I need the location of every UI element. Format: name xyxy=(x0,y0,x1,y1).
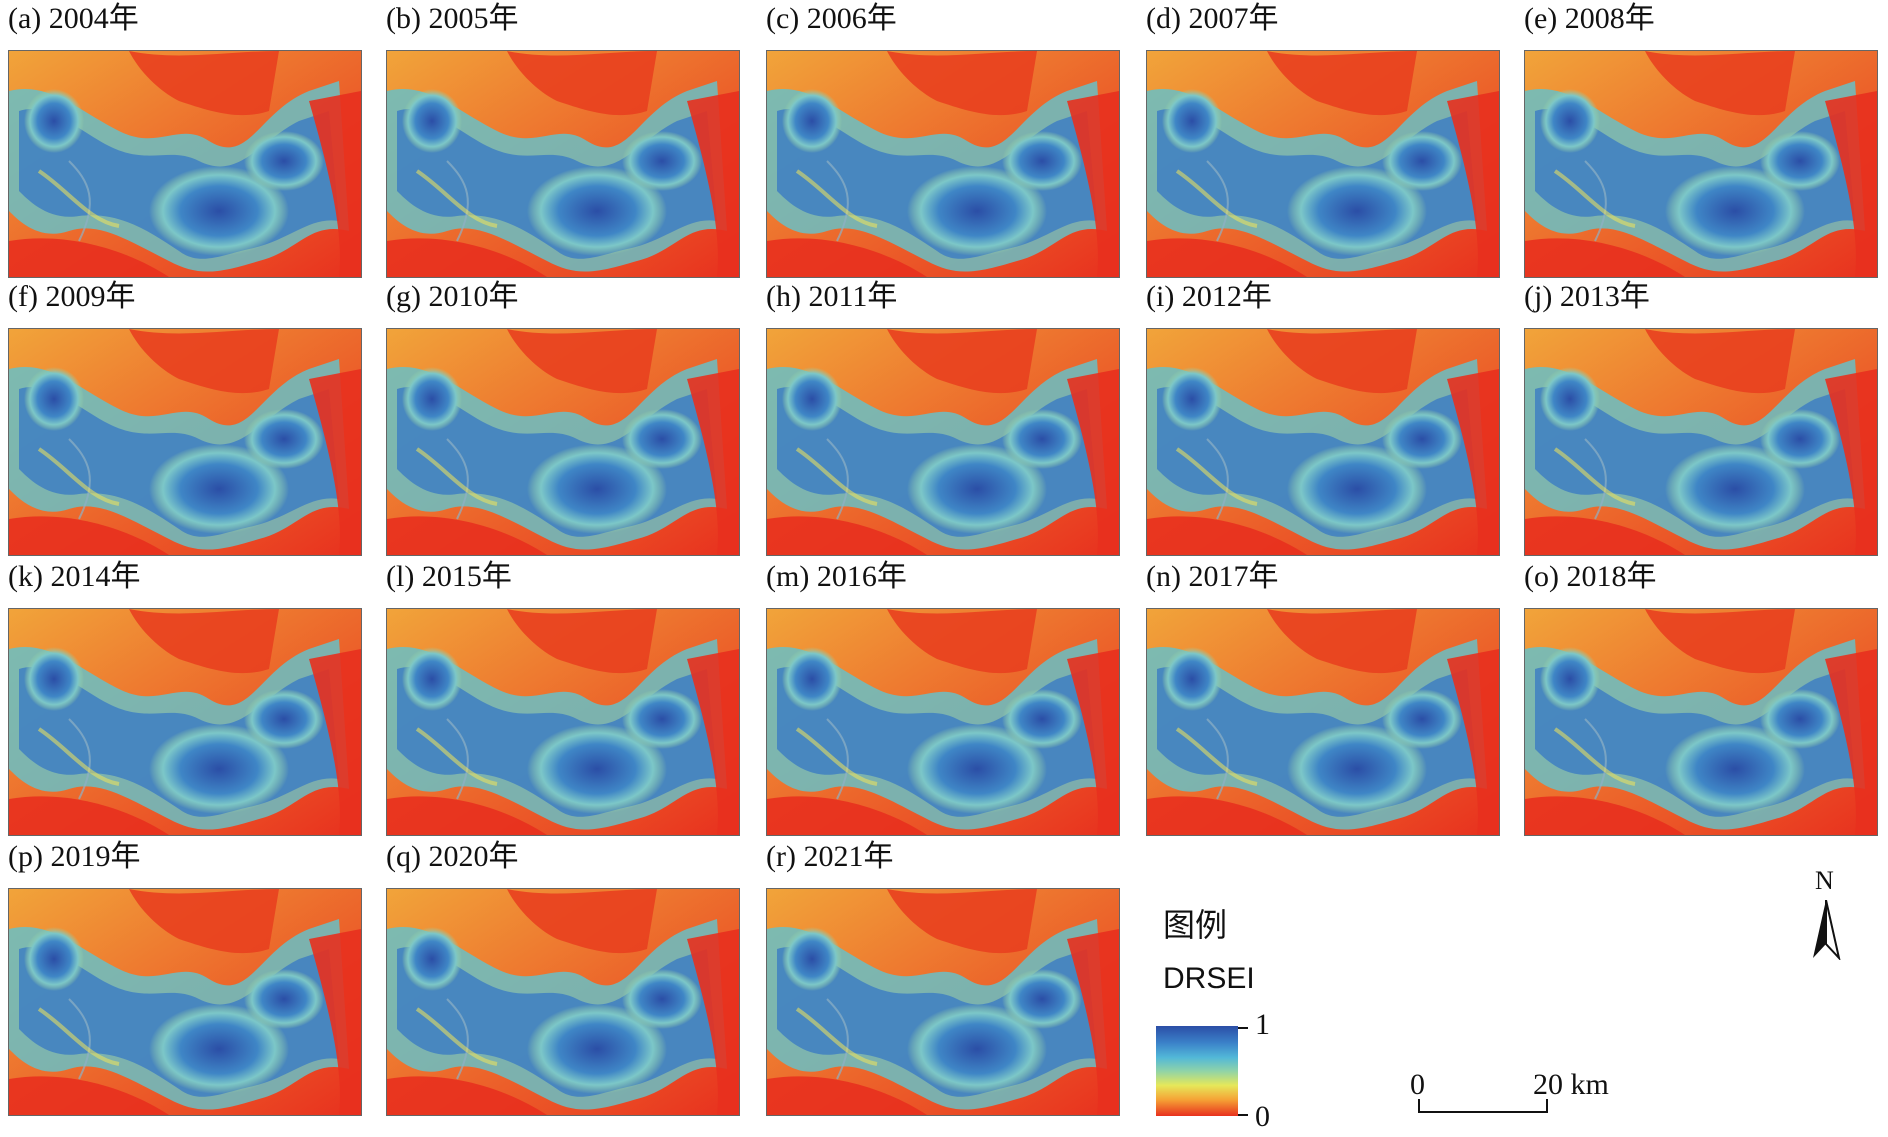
map-panel: (q) 2020年 xyxy=(386,840,740,1116)
drsei-map-image xyxy=(386,608,740,836)
drsei-map-image xyxy=(1524,50,1878,278)
map-panel: (c) 2006年 xyxy=(766,2,1120,278)
drsei-map-image xyxy=(8,608,362,836)
panel-label: (e) 2008年 xyxy=(1524,2,1655,35)
panel-label: (b) 2005年 xyxy=(386,2,519,35)
drsei-map-image xyxy=(8,888,362,1116)
panel-label: (h) 2011年 xyxy=(766,280,898,313)
map-panel: (j) 2013年 xyxy=(1524,280,1878,556)
panel-label: (j) 2013年 xyxy=(1524,280,1650,313)
legend-max-label: 1 xyxy=(1255,1008,1270,1041)
panel-label: (q) 2020年 xyxy=(386,840,519,873)
map-panel: (r) 2021年 xyxy=(766,840,1120,1116)
drsei-map-image xyxy=(766,328,1120,556)
map-panel: (d) 2007年 xyxy=(1146,2,1500,278)
panel-label: (k) 2014年 xyxy=(8,560,141,593)
drsei-map-image xyxy=(8,328,362,556)
panel-label: (i) 2012年 xyxy=(1146,280,1272,313)
panel-label: (d) 2007年 xyxy=(1146,2,1279,35)
map-panel: (k) 2014年 xyxy=(8,560,362,836)
map-panel: (g) 2010年 xyxy=(386,280,740,556)
drsei-map-image xyxy=(1524,328,1878,556)
panel-label: (a) 2004年 xyxy=(8,2,139,35)
panel-label: (p) 2019年 xyxy=(8,840,141,873)
panel-label: (c) 2006年 xyxy=(766,2,897,35)
legend-color-ramp xyxy=(1156,1026,1238,1116)
drsei-map-image xyxy=(386,50,740,278)
map-panel: (n) 2017年 xyxy=(1146,560,1500,836)
scale-bar-start-tick xyxy=(1418,1099,1420,1113)
legend-title: 图例 xyxy=(1163,906,1228,944)
map-panel: (o) 2018年 xyxy=(1524,560,1878,836)
map-panel: (i) 2012年 xyxy=(1146,280,1500,556)
drsei-map-image xyxy=(386,328,740,556)
scale-bar-start-label: 0 xyxy=(1410,1068,1425,1101)
drsei-map-image xyxy=(8,50,362,278)
map-panel: (f) 2009年 xyxy=(8,280,362,556)
panel-label: (g) 2010年 xyxy=(386,280,519,313)
panel-label: (r) 2021年 xyxy=(766,840,894,873)
drsei-map-image xyxy=(386,888,740,1116)
north-arrow-icon xyxy=(1813,900,1841,960)
map-panel: (a) 2004年 xyxy=(8,2,362,278)
legend-min-label: 0 xyxy=(1255,1100,1270,1133)
map-panel: (p) 2019年 xyxy=(8,840,362,1116)
legend-index-name: DRSEI xyxy=(1163,962,1255,995)
map-panel: (b) 2005年 xyxy=(386,2,740,278)
drsei-map-image xyxy=(766,50,1120,278)
panel-label: (o) 2018年 xyxy=(1524,560,1657,593)
drsei-map-image xyxy=(1146,608,1500,836)
north-arrow-letter: N xyxy=(1815,866,1834,895)
scale-bar-end-label: 20 km xyxy=(1533,1068,1609,1101)
drsei-map-image xyxy=(1524,608,1878,836)
scale-bar-end-tick xyxy=(1546,1099,1548,1113)
panel-label: (m) 2016年 xyxy=(766,560,907,593)
scale-bar xyxy=(1418,1111,1548,1113)
drsei-map-image xyxy=(766,888,1120,1116)
legend-max-tick xyxy=(1238,1027,1248,1029)
panel-label: (f) 2009年 xyxy=(8,280,136,313)
map-panel: (m) 2016年 xyxy=(766,560,1120,836)
drsei-map-image xyxy=(1146,328,1500,556)
map-panel: (l) 2015年 xyxy=(386,560,740,836)
panel-label: (n) 2017年 xyxy=(1146,560,1279,593)
drsei-map-image xyxy=(766,608,1120,836)
map-panel: (h) 2011年 xyxy=(766,280,1120,556)
legend-min-tick xyxy=(1238,1114,1248,1116)
panel-label: (l) 2015年 xyxy=(386,560,512,593)
drsei-map-image xyxy=(1146,50,1500,278)
map-panel: (e) 2008年 xyxy=(1524,2,1878,278)
